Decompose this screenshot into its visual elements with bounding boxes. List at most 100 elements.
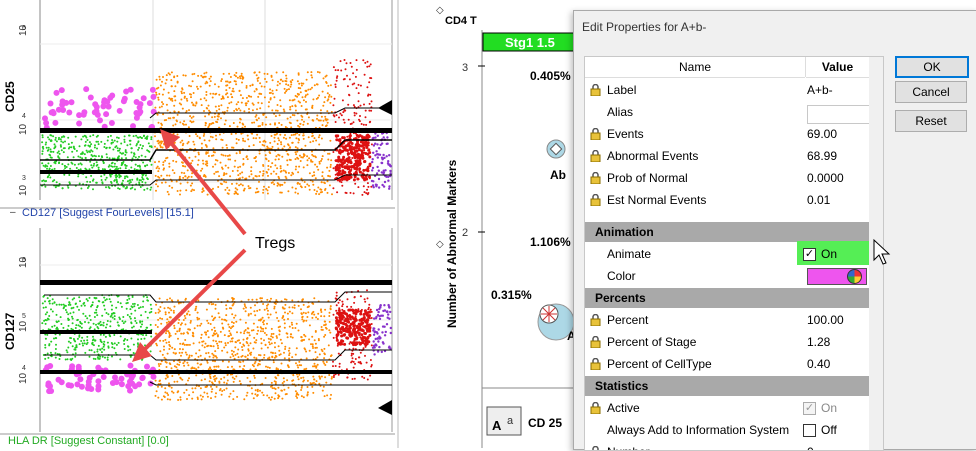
reset-button[interactable]: Reset (895, 110, 967, 132)
scatter-dot (322, 119, 325, 122)
scatter-dot (174, 123, 177, 126)
row-percent[interactable]: Percent 100.00 (585, 309, 869, 331)
scatter-dot (129, 187, 132, 190)
scatter-dot (44, 313, 47, 316)
scatter-dot (374, 337, 377, 341)
axis-icon[interactable] (486, 406, 522, 436)
scatter-dot (158, 365, 161, 367)
scatter-dot (48, 138, 51, 141)
scatter-dot (218, 175, 221, 178)
row-events[interactable]: Events 69.00 (585, 123, 869, 145)
scatter-dot (172, 391, 175, 394)
scatter-dot (336, 168, 340, 172)
alias-input[interactable] (807, 105, 871, 124)
scatter-dot (304, 95, 307, 98)
category-percents[interactable]: Percents (585, 288, 869, 308)
scatter-dot (366, 166, 370, 170)
scatter-dot (224, 188, 227, 191)
scatter-dot (171, 375, 174, 377)
scatter-dot (249, 342, 252, 345)
scatter-dot (58, 358, 61, 360)
scatter-dot (99, 338, 102, 341)
col-header-value[interactable]: Value (806, 57, 869, 78)
scatter-dot (149, 350, 152, 353)
row-alias[interactable]: Alias (585, 101, 871, 124)
scatter-dot (262, 323, 265, 326)
scatter-dot (312, 391, 315, 394)
scatter-dot (220, 117, 222, 120)
scatter-dot (90, 349, 93, 352)
scatter-dot (297, 72, 300, 75)
ok-button[interactable]: OK (895, 56, 969, 78)
scatter-dot (291, 336, 294, 339)
row-number[interactable]: Number 0 (585, 441, 869, 450)
scatter-dot (300, 395, 303, 398)
scatter-dot (162, 88, 165, 91)
always-add-checkbox[interactable] (803, 424, 816, 437)
row-est-normal-events[interactable]: Est Normal Events 0.01 (585, 189, 869, 211)
scatter-dot (183, 314, 186, 317)
scatter-dot (54, 138, 57, 141)
animate-checkbox[interactable]: ✓ (803, 248, 816, 261)
scatter-dot (291, 323, 294, 326)
col-header-name[interactable]: Name (585, 57, 805, 78)
scatter-dot (123, 88, 130, 95)
scatter-dot (312, 155, 315, 158)
scatter-dot (157, 363, 160, 365)
row-percent-of-celltype[interactable]: Percent of CellType 0.40 (585, 353, 869, 375)
scatter-dot (303, 181, 306, 183)
scatter-dot (256, 388, 259, 391)
row-color[interactable]: Color (585, 265, 869, 287)
category-statistics[interactable]: Statistics (585, 376, 869, 396)
scatter-dot (361, 338, 365, 342)
scatter-dot (348, 324, 352, 328)
scatter-dot (255, 155, 257, 158)
scatter-dot (60, 323, 63, 325)
scatter-dot (266, 394, 269, 397)
row-abnormal-events[interactable]: Abnormal Events 68.99 (585, 145, 869, 167)
scatter-dot (286, 159, 289, 162)
scatter-dot (288, 136, 291, 139)
property-grid[interactable]: Name Value Label A+b- Alias Events 69.00 Abno… (584, 56, 884, 451)
row-active[interactable]: Active ✓ On (585, 397, 869, 419)
scatter-dot (172, 351, 175, 354)
scatter-dot (377, 186, 381, 189)
scatter-dot (93, 328, 96, 331)
scatter-dot (284, 298, 286, 301)
scatter-dot (131, 186, 134, 189)
scatter-dot (356, 177, 360, 181)
scatter-dot (317, 312, 320, 315)
row-always-add[interactable]: Always Add to Information System Off (585, 419, 869, 441)
color-wheel-icon[interactable] (847, 269, 862, 284)
scatter-dot (100, 351, 103, 354)
scatter-dot (66, 156, 69, 159)
category-animation[interactable]: Animation (585, 222, 869, 242)
scatter-dot (270, 75, 273, 78)
scatter-dot (131, 296, 134, 298)
scatter-dot (134, 188, 136, 191)
row-percent-of-stage[interactable]: Percent of Stage 1.28 (585, 331, 869, 353)
row-prob-of-normal[interactable]: Prob of Normal 0.0000 (585, 167, 869, 189)
scatter-dot (122, 316, 125, 318)
row-label[interactable]: Label A+b- (585, 79, 869, 101)
row-animate[interactable]: Animate ✓ On (585, 241, 872, 265)
scatter-dot (318, 160, 321, 163)
scatter-dot (269, 88, 272, 91)
scatter-dot (52, 119, 59, 126)
scatter-dot (226, 155, 229, 157)
scatter-dot (182, 319, 185, 321)
scatter-dot (218, 389, 221, 392)
scatter-dot (302, 396, 305, 399)
scatter-dot (195, 368, 198, 371)
scatter-dot (165, 119, 168, 121)
scatter-dot (112, 141, 114, 144)
scatter-dot (88, 145, 91, 148)
scatter-dot (48, 300, 50, 303)
scatter-dot (223, 389, 226, 391)
scatter-dot (131, 157, 134, 160)
scatter-dot (254, 360, 257, 363)
scatter-dot (357, 331, 361, 335)
scatter-dot (228, 395, 231, 398)
scatter-dot (366, 289, 368, 292)
cancel-button[interactable]: Cancel (895, 81, 967, 103)
